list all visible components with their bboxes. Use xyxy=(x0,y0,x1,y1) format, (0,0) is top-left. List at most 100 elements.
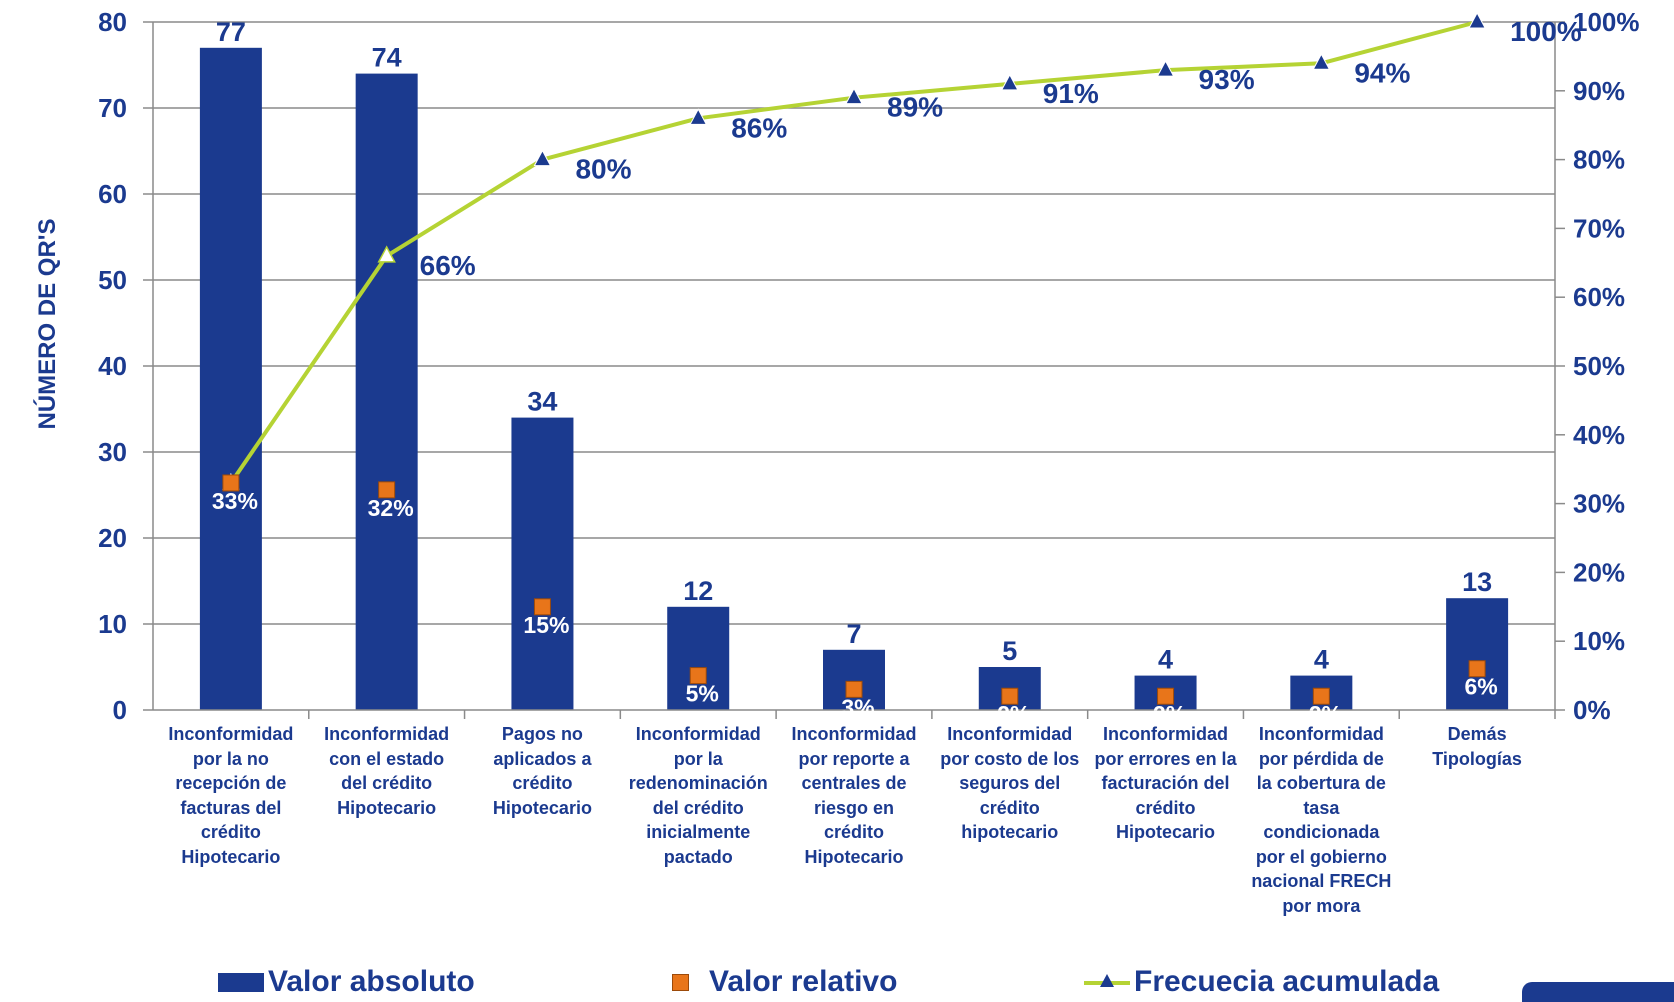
relative-marker xyxy=(378,481,396,499)
y2-tick-label: 40% xyxy=(1573,420,1625,450)
bar xyxy=(199,47,262,711)
corner-decoration xyxy=(1522,982,1674,1002)
x-category-label: Inconformidad por errores en la facturació… xyxy=(1091,722,1241,845)
y2-tick-label: 0% xyxy=(1573,695,1611,725)
x-category-label: Inconformidad por la redenominación del cré… xyxy=(623,722,773,869)
legend-item-cumulative: Frecuecia acumulada xyxy=(1084,964,1439,1000)
legend-swatch-line xyxy=(1084,972,1130,992)
y2-tick-label: 20% xyxy=(1573,557,1625,587)
legend-item-relative: Valor relativo xyxy=(672,964,897,1000)
y-tick-label: 40 xyxy=(98,351,127,381)
x-category-label-line: Inconformidad xyxy=(1103,724,1229,744)
bar-value-label: 4 xyxy=(1314,645,1329,675)
y-axis-title: NÚMERO DE QR'S xyxy=(33,218,61,429)
x-axis-categories: Inconformidad por la no recepción de factur… xyxy=(0,722,1674,922)
bar-value-label: 77 xyxy=(216,17,246,47)
x-category-label-line: Hipotecario xyxy=(337,797,437,818)
x-category-label-line: pactado xyxy=(663,846,733,867)
x-category-label-line: condicionada xyxy=(1263,822,1380,842)
x-category-label-line: seguros del xyxy=(959,773,1061,793)
relative-marker xyxy=(689,667,707,685)
relative-label: 6% xyxy=(1464,674,1497,700)
relative-label: 2% xyxy=(1153,701,1186,727)
relative-series xyxy=(222,474,1486,705)
relative-marker xyxy=(1468,660,1486,678)
x-category-label-line: crédito xyxy=(200,822,261,842)
cumulative-label: 91% xyxy=(1043,78,1099,109)
x-category-label-line: tasa xyxy=(1303,797,1340,818)
cumulative-label: 100% xyxy=(1510,16,1582,47)
relative-marker xyxy=(1312,687,1330,705)
x-category-label-line: Inconformidad xyxy=(324,724,450,744)
cumulative-marker xyxy=(845,87,863,105)
x-category-label-line: recepción de xyxy=(175,773,287,793)
bar-value-label: 74 xyxy=(372,43,402,73)
x-category-label-line: Hipotecario xyxy=(804,846,904,867)
x-category-label-line: redenominación xyxy=(628,773,768,793)
bar xyxy=(511,417,574,710)
relative-label: 2% xyxy=(1309,701,1342,727)
y2-tick-label: 80% xyxy=(1573,145,1625,175)
cumulative-marker xyxy=(1000,73,1019,91)
x-category-label: Pagos no aplicados a crédito Hipotecario xyxy=(467,722,617,820)
x-category-label-line: por el gobierno xyxy=(1255,846,1387,867)
legend-label-relative: Valor relativo xyxy=(709,965,898,998)
x-category-label-line: Demás xyxy=(1447,724,1507,744)
x-category-label-line: por errores en la xyxy=(1094,748,1237,769)
legend-swatch-square xyxy=(672,973,689,991)
x-category-label-line: facturación del xyxy=(1101,773,1230,793)
x-category-label: Inconformidad por reporte a centrales de ri… xyxy=(779,722,929,869)
cumulative-marker xyxy=(1312,53,1331,70)
cumulative-marker xyxy=(1468,11,1486,29)
x-category-label-line: del crédito xyxy=(341,773,433,793)
x-category-label-line: por reporte a xyxy=(798,748,910,769)
x-category-label-line: con el estado xyxy=(329,748,445,769)
x-category-label: Demás Tipologías xyxy=(1402,722,1552,771)
x-category-label-line: inicialmente xyxy=(646,822,751,842)
y-tick-label: 50 xyxy=(98,265,127,295)
axes xyxy=(143,21,1565,719)
x-category-label-line: la cobertura de xyxy=(1256,773,1386,793)
relative-marker xyxy=(1001,687,1019,705)
cumulative-marker xyxy=(377,245,396,263)
x-category-label-line: aplicados a xyxy=(493,748,592,769)
x-category-label-line: facturas del xyxy=(180,797,282,818)
y2-tick-label: 70% xyxy=(1573,213,1625,243)
y2-tick-label: 90% xyxy=(1573,76,1625,106)
legend-label-cumulative: Frecuecia acumulada xyxy=(1134,965,1440,998)
relative-label: 3% xyxy=(841,694,874,720)
y-tick-label: 0 xyxy=(113,695,127,725)
y2-axis-ticks: 0% 10% 20% 30% 40% 50% 60% 70% 80% 90% 100% xyxy=(1573,7,1640,725)
y-tick-label: 60 xyxy=(98,179,127,209)
cumulative-label: 93% xyxy=(1199,64,1255,95)
bar xyxy=(355,73,418,711)
bar xyxy=(1446,598,1509,710)
cumulative-label: 94% xyxy=(1354,57,1410,88)
bar-value-label: 7 xyxy=(846,619,861,649)
y-tick-label: 30 xyxy=(98,437,127,467)
relative-marker xyxy=(845,680,863,698)
x-category-label-line: riesgo en xyxy=(813,797,895,818)
relative-label: 33% xyxy=(212,488,258,514)
x-category-label-line: hipotecario xyxy=(961,822,1059,842)
y-tick-label: 70 xyxy=(98,93,127,123)
x-category-label-line: Inconformidad xyxy=(168,724,294,744)
y-tick-label: 80 xyxy=(98,7,127,37)
y2-tick-label: 100% xyxy=(1573,7,1640,37)
x-category-label-line: Hipotecario xyxy=(1116,822,1216,842)
x-category-label-line: Inconformidad xyxy=(1258,724,1384,744)
x-category-label-line: por la xyxy=(673,748,723,769)
legend-swatch-bar xyxy=(218,972,264,992)
x-category-label-line: crédito xyxy=(1135,797,1196,818)
x-category-label-line: crédito xyxy=(512,773,573,793)
data-labels: 77 74 34 12 7 5 4 4 13 66% 80% 86% 89% 91% 93% 94% 100% 3… xyxy=(212,16,1582,727)
relative-marker xyxy=(533,598,551,616)
legend-label-absolute: Valor absoluto xyxy=(268,965,475,998)
relative-label: 5% xyxy=(686,681,719,707)
bar-value-label: 34 xyxy=(527,387,557,417)
bar xyxy=(823,649,885,710)
x-category-label: Inconformidad por costo de los seguros del… xyxy=(935,722,1085,845)
x-category-label-line: Tipologías xyxy=(1432,748,1522,769)
y2-tick-label: 60% xyxy=(1573,282,1625,312)
